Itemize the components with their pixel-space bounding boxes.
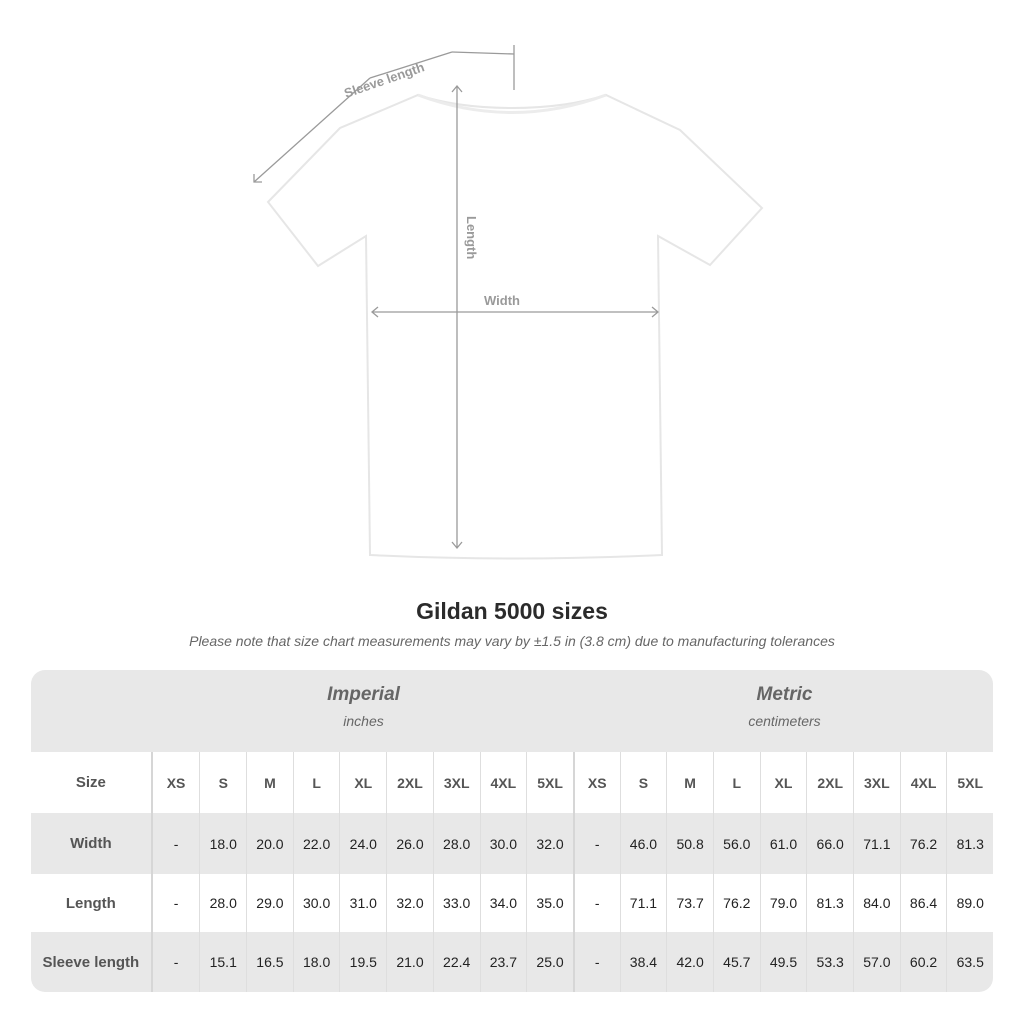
metric-value-cell: 76.2: [899, 813, 947, 874]
imperial-value-cell: 28.0: [199, 874, 246, 932]
imperial-value-cell: 20.0: [246, 813, 293, 874]
metric-value-cell: 76.2: [712, 874, 760, 932]
unit-header-band: [31, 670, 993, 752]
size-header-cell: 5XL: [526, 752, 573, 813]
metric-value-cell: 71.1: [619, 874, 667, 932]
imperial-value-cell: 31.0: [339, 874, 386, 932]
metric-value-cell: 66.0: [806, 813, 853, 874]
imperial-value-cell: 16.5: [246, 932, 293, 992]
imperial-value-cell: 32.0: [526, 813, 573, 874]
size-header-cell: M: [246, 752, 293, 813]
imperial-value-cell: 28.0: [432, 813, 480, 874]
tshirt-diagram: Sleeve length Length Width: [253, 45, 764, 560]
size-header-cell: 2XL: [806, 752, 853, 813]
imperial-value-cell: 32.0: [386, 874, 433, 932]
imperial-value-cell: 35.0: [526, 874, 573, 932]
sleeve-measure-line: [253, 77, 371, 183]
chart-title: Gildan 5000 sizes: [416, 598, 608, 624]
metric-value-cell: 79.0: [759, 874, 807, 932]
metric-value-cell: 49.5: [759, 932, 807, 992]
size-header-cell: L: [712, 752, 760, 813]
imperial-value-cell: 15.1: [199, 932, 246, 992]
size-header-cell: XS: [166, 774, 186, 791]
row-label: Size: [31, 752, 153, 813]
metric-value-cell: 38.4: [619, 932, 667, 992]
imperial-value-cell: 22.0: [292, 813, 340, 874]
imperial-value-cell: 18.0: [199, 813, 246, 874]
size-header-cell: 5XL: [946, 752, 993, 813]
imperial-value-cell: -: [173, 895, 179, 911]
imperial-value-cell: 30.0: [479, 813, 527, 874]
metric-value-cell: 89.0: [946, 874, 993, 932]
size-header-cell: XL: [339, 752, 386, 813]
imperial-unit: inches: [343, 713, 384, 729]
size-header-cell: 4XL: [479, 752, 527, 813]
imperial-value-cell: 18.0: [292, 932, 340, 992]
imperial-value-cell: 26.0: [386, 813, 433, 874]
size-header-cell: M: [666, 752, 713, 813]
size-header-cell: XL: [759, 752, 807, 813]
row-label: Length: [31, 874, 153, 932]
imperial-value-cell: 24.0: [339, 813, 386, 874]
metric-value-cell: 81.3: [946, 813, 993, 874]
size-header-cell: XS: [572, 752, 620, 813]
metric-value-cell: 73.7: [666, 874, 713, 932]
metric-value-cell: 57.0: [853, 932, 900, 992]
width-label: Width: [484, 293, 520, 308]
metric-value-cell: 46.0: [619, 813, 667, 874]
metric-value-cell: 53.3: [806, 932, 853, 992]
metric-value-cell: 63.5: [946, 932, 993, 992]
table-row: Width -18.0 20.0 22.0 24.0 26.0 28.0 30.0 32.0-4…: [31, 813, 993, 874]
imperial-header: Imperial inches: [153, 684, 574, 729]
imperial-value-cell: -: [173, 954, 179, 970]
table-row: Length -28.0 29.0 30.0 31.0 32.0 33.0 34.0 35.0-…: [31, 874, 993, 932]
metric-value-cell: 56.0: [712, 813, 760, 874]
tshirt-shape: [266, 93, 764, 560]
metric-value-cell: 45.7: [712, 932, 760, 992]
metric-value-cell: -: [572, 813, 620, 874]
size-header-cell: 3XL: [853, 752, 900, 813]
size-header-cell: S: [199, 752, 246, 813]
size-header-cell: 3XL: [432, 752, 480, 813]
imperial-heading: Imperial: [327, 684, 400, 705]
imperial-value-cell: 25.0: [526, 932, 573, 992]
row-label: Sleeve length: [31, 932, 153, 992]
imperial-value-cell: 19.5: [339, 932, 386, 992]
imperial-value-cell: 34.0: [479, 874, 527, 932]
imperial-value-cell: 30.0: [292, 874, 340, 932]
row-label: Width: [31, 813, 153, 874]
size-header-cell: L: [292, 752, 340, 813]
imperial-value-cell: 21.0: [386, 932, 433, 992]
imperial-value-cell: 22.4: [432, 932, 480, 992]
metric-heading: Metric: [756, 684, 813, 705]
size-header-cell: 4XL: [899, 752, 947, 813]
size-header-row: Size XS S M L XL 2XL 3XL 4XL 5XL XS S M L XL 2XL 3XL 4XL 5…: [31, 752, 993, 813]
metric-value-cell: 50.8: [666, 813, 713, 874]
metric-value-cell: -: [572, 932, 620, 992]
size-header-cell: 2XL: [386, 752, 433, 813]
imperial-value-cell: 29.0: [246, 874, 293, 932]
metric-value-cell: -: [572, 874, 620, 932]
metric-value-cell: 84.0: [853, 874, 900, 932]
metric-value-cell: 71.1: [853, 813, 900, 874]
table-row: Sleeve length - 15.1 16.5 18.0 19.5 21.0 22.4 23…: [31, 932, 993, 992]
imperial-value-cell: 33.0: [432, 874, 480, 932]
metric-value-cell: 86.4: [899, 874, 947, 932]
metric-value-cell: 60.2: [899, 932, 947, 992]
metric-value-cell: 61.0: [759, 813, 807, 874]
sleeve-length-label: Sleeve length: [342, 59, 426, 100]
tolerance-note: Please note that size chart measurements…: [189, 633, 835, 649]
metric-unit: centimeters: [748, 713, 821, 729]
size-header-cell: S: [619, 752, 667, 813]
length-label: Length: [464, 216, 479, 259]
imperial-value-cell: -: [173, 835, 179, 852]
metric-value-cell: 81.3: [806, 874, 853, 932]
metric-value-cell: 42.0: [666, 932, 713, 992]
size-table: Imperial inches Metric centimeters Size X…: [31, 670, 993, 992]
imperial-value-cell: 23.7: [479, 932, 527, 992]
metric-header: Metric centimeters: [574, 684, 993, 729]
